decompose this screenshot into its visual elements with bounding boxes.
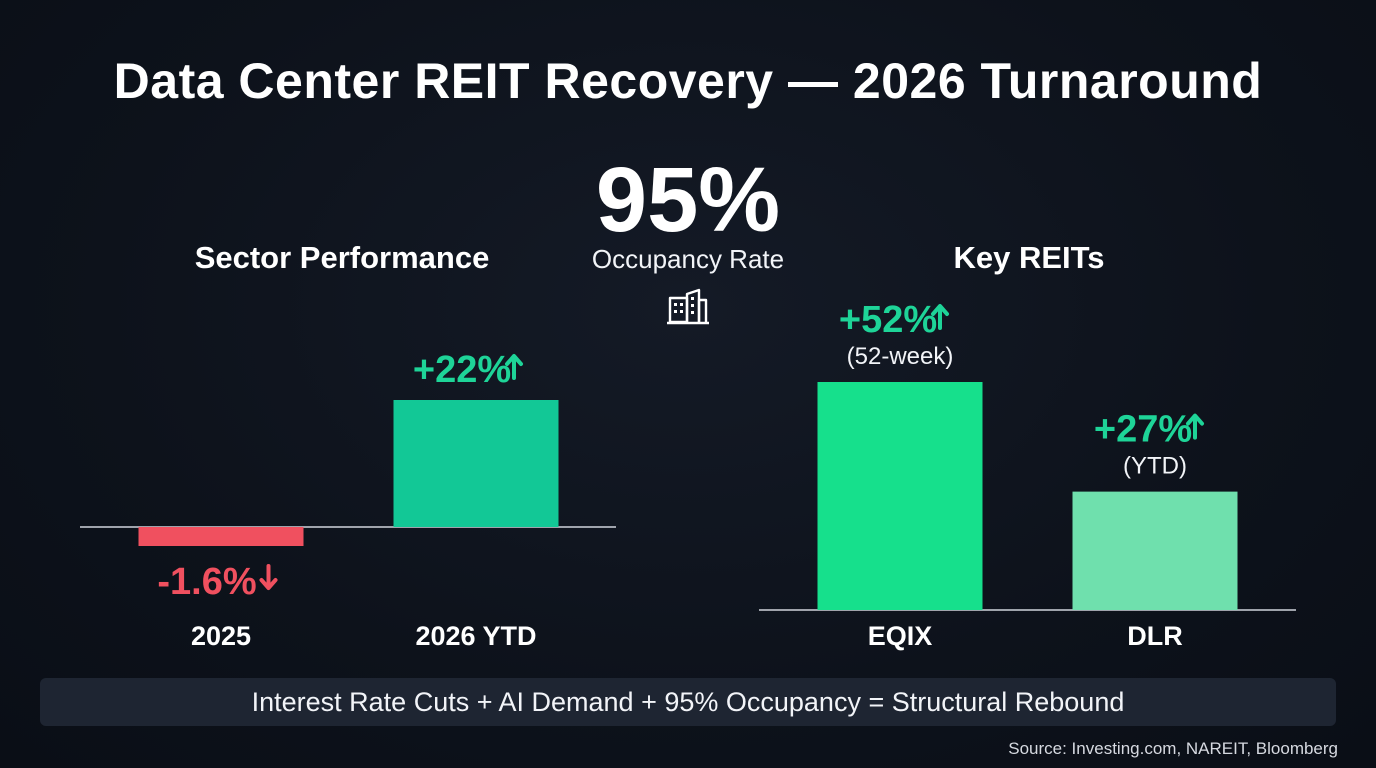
reit-bar-eqix: [817, 382, 983, 610]
occupancy-stat-value: 95%: [595, 149, 781, 251]
sector-value-label: +22%: [413, 349, 511, 391]
page-title: Data Center REIT Recovery — 2026 Turnaro…: [113, 53, 1263, 109]
building-icon: [667, 288, 709, 325]
sector-category-label: 2026 YTD: [415, 621, 536, 651]
reit-period-label: (52-week): [847, 343, 954, 370]
sector-bar-2025: [138, 527, 304, 546]
occupancy-stat-label: Occupancy Rate: [591, 244, 785, 274]
reit-category-label: DLR: [1127, 621, 1183, 651]
arrow-up-icon: [931, 304, 949, 330]
reit-category-label: EQIX: [868, 621, 933, 651]
sector-category-label: 2025: [191, 621, 251, 651]
reit-value-label: +27%: [1094, 409, 1192, 451]
arrow-up-icon: [1186, 413, 1204, 440]
arrow-down-icon: [259, 564, 278, 590]
sector-bar-2026-ytd: [393, 400, 559, 527]
arrow-up-icon: [505, 354, 523, 380]
summary-banner: Interest Rate Cuts + AI Demand + 95% Occ…: [40, 678, 1336, 726]
source-note: Source: Investing.com, NAREIT, Bloomberg: [1008, 739, 1338, 758]
reit-value-label: +52%: [839, 299, 937, 341]
sector-value-label: -1.6%: [157, 561, 256, 603]
reits-chart-title: Key REITs: [953, 240, 1105, 275]
reit-bar-dlr: [1072, 491, 1238, 610]
reit-period-label: (YTD): [1123, 453, 1187, 480]
sector-chart-title: Sector Performance: [194, 240, 490, 275]
summary-text: Interest Rate Cuts + AI Demand + 95% Occ…: [251, 686, 1125, 717]
